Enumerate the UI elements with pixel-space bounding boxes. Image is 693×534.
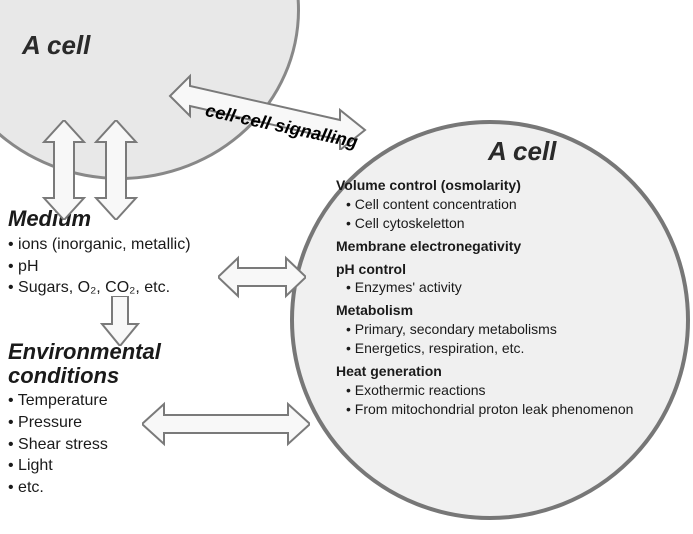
rc-item: Exothermic reactions [346,381,676,400]
rc-list-volume: Cell content concentration Cell cytoskel… [336,195,676,233]
rc-item: From mitochondrial proton leak phenomeno… [346,400,676,419]
rc-item: Primary, secondary metabolisms [346,320,676,339]
rc-list-metabolism: Primary, secondary metabolisms Energetic… [336,320,676,358]
medium-item: ions (inorganic, metallic) [8,234,278,256]
right-cell-label: A cell [488,136,556,167]
top-cell-label: A cell [22,30,90,61]
rc-head-membrane: Membrane electronegativity [336,237,676,256]
rc-head-volume: Volume control (osmolarity) [336,176,676,195]
arrow-cell-medium-2 [92,120,140,220]
env-item: Light [8,455,268,477]
arrow-cell-medium-1 [40,120,88,220]
rc-item: Enzymes' activity [346,278,676,297]
rc-list-ph: Enzymes' activity [336,278,676,297]
arrow-medium-rightcell [218,254,306,300]
rc-list-heat: Exothermic reactions From mitochondrial … [336,381,676,419]
rc-item: Energetics, respiration, etc. [346,339,676,358]
env-item: etc. [8,477,268,499]
rc-head-heat: Heat generation [336,362,676,381]
rc-item: Cell cytoskeletton [346,214,676,233]
rc-head-metabolism: Metabolism [336,301,676,320]
arrow-medium-env [98,296,142,346]
right-cell-detail: Volume control (osmolarity) Cell content… [336,172,676,419]
arrow-env-rightcell [142,400,310,448]
rc-head-ph: pH control [336,260,676,279]
rc-item: Cell content concentration [346,195,676,214]
env-title: Environmental conditions [8,340,268,388]
